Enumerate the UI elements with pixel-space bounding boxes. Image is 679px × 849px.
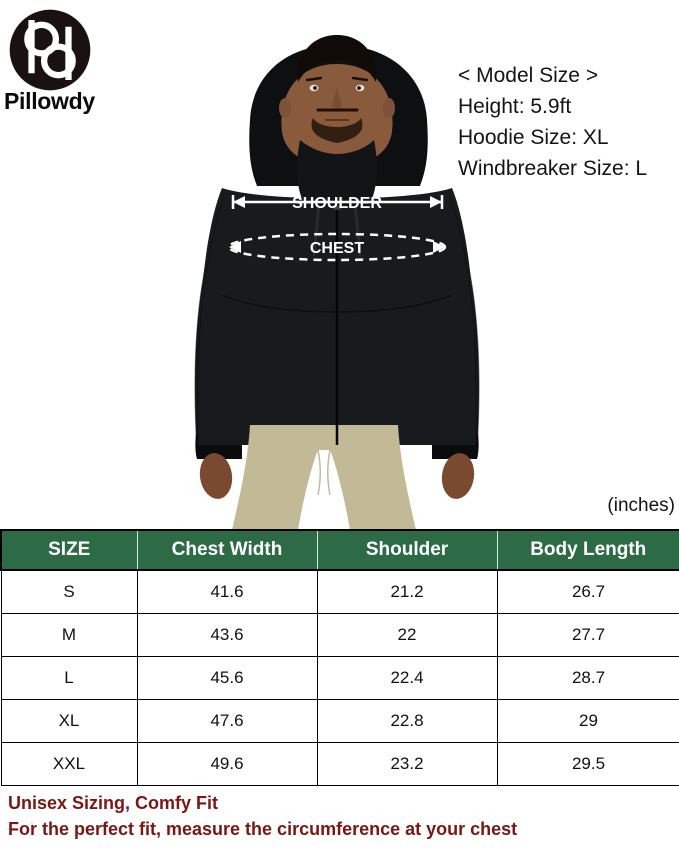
svg-text:SHOULDER: SHOULDER [292, 195, 382, 212]
svg-text:CHEST: CHEST [310, 240, 364, 257]
